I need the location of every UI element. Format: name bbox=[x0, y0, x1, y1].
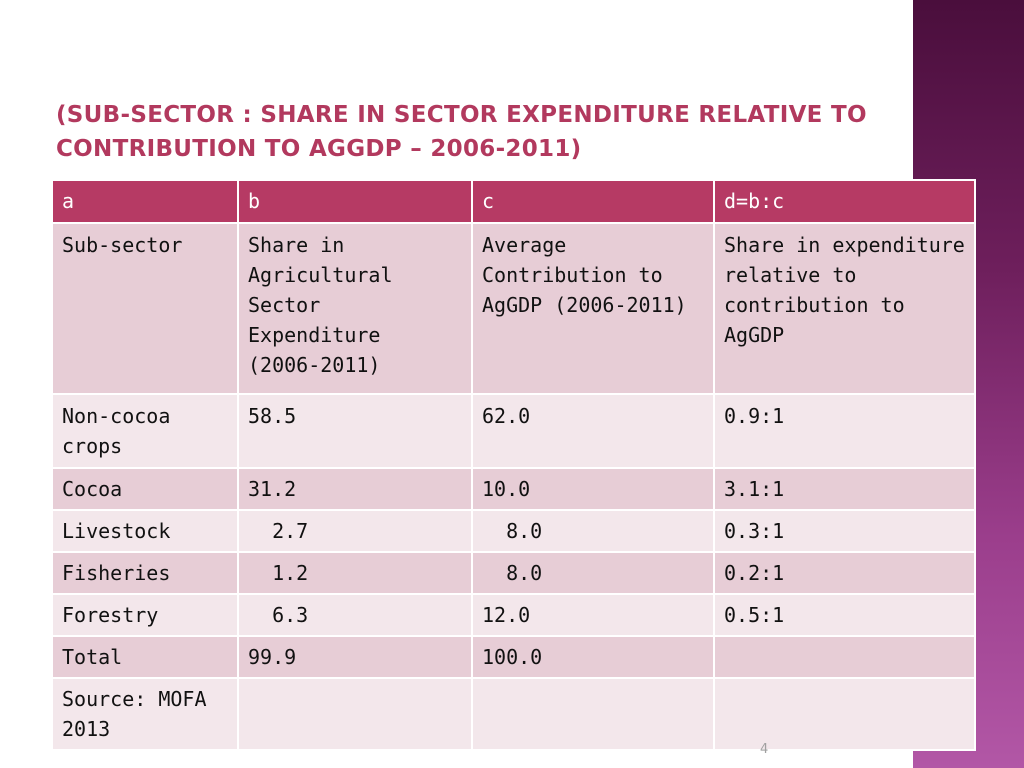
table-cell: 0.2:1 bbox=[713, 551, 976, 595]
table-cell: 31.2 bbox=[237, 467, 473, 511]
table-cell: Cocoa bbox=[51, 467, 239, 511]
table-cell: Sub-sector bbox=[51, 222, 239, 395]
table-cell: 58.5 bbox=[237, 393, 473, 469]
column-description-row: Sub-sector Share in Agricultural Sector … bbox=[51, 222, 976, 395]
table-row: Fisheries 1.2 8.0 0.2:1 bbox=[51, 551, 976, 595]
table-cell: 3.1:1 bbox=[713, 467, 976, 511]
slide-title: (Sub-sector : Share in sector expenditur… bbox=[56, 102, 867, 162]
table-cell: 8.0 bbox=[471, 509, 715, 553]
table-cell: Total bbox=[51, 635, 239, 679]
table-cell: Non-cocoa crops bbox=[51, 393, 239, 469]
table-cell: Average Contribution to AgGDP (2006-2011… bbox=[471, 222, 715, 395]
table-cell: 6.3 bbox=[237, 593, 473, 637]
header-cell-c: c bbox=[471, 179, 715, 224]
header-cell-d: d=b:c bbox=[713, 179, 976, 224]
table-row: Cocoa 31.2 10.0 3.1:1 bbox=[51, 467, 976, 511]
table-cell: 8.0 bbox=[471, 551, 715, 595]
table-header-row: a b c d=b:c bbox=[51, 179, 976, 224]
table-cell: 1.2 bbox=[237, 551, 473, 595]
table-row: Non-cocoa crops 58.5 62.0 0.9:1 bbox=[51, 393, 976, 469]
source-note: Source: MOFA 2013 bbox=[51, 677, 239, 751]
table-row: Forestry 6.3 12.0 0.5:1 bbox=[51, 593, 976, 637]
table-cell: 100.0 bbox=[471, 635, 715, 679]
table-cell bbox=[713, 635, 976, 679]
table-cell bbox=[713, 677, 976, 751]
page-number: 4 bbox=[760, 742, 769, 757]
table-cell: 2.7 bbox=[237, 509, 473, 553]
table-cell: Livestock bbox=[51, 509, 239, 553]
expenditure-table: a b c d=b:c Sub-sector Share in Agricult… bbox=[51, 179, 976, 751]
table-cell bbox=[237, 677, 473, 751]
header-cell-a: a bbox=[51, 179, 239, 224]
table-cell: 12.0 bbox=[471, 593, 715, 637]
table-row-total: Total 99.9 100.0 bbox=[51, 635, 976, 679]
table-cell: 10.0 bbox=[471, 467, 715, 511]
table-cell: 62.0 bbox=[471, 393, 715, 469]
table-row: Livestock 2.7 8.0 0.3:1 bbox=[51, 509, 976, 553]
table-cell: Forestry bbox=[51, 593, 239, 637]
table-cell: 0.9:1 bbox=[713, 393, 976, 469]
table-cell: 0.5:1 bbox=[713, 593, 976, 637]
table-cell: Share in Agricultural Sector Expenditure… bbox=[237, 222, 473, 395]
table-cell: 0.3:1 bbox=[713, 509, 976, 553]
table-cell: 99.9 bbox=[237, 635, 473, 679]
source-row: Source: MOFA 2013 bbox=[51, 677, 976, 751]
table-cell: Fisheries bbox=[51, 551, 239, 595]
table-cell bbox=[471, 677, 715, 751]
header-cell-b: b bbox=[237, 179, 473, 224]
table-cell: Share in expenditure relative to contrib… bbox=[713, 222, 976, 395]
